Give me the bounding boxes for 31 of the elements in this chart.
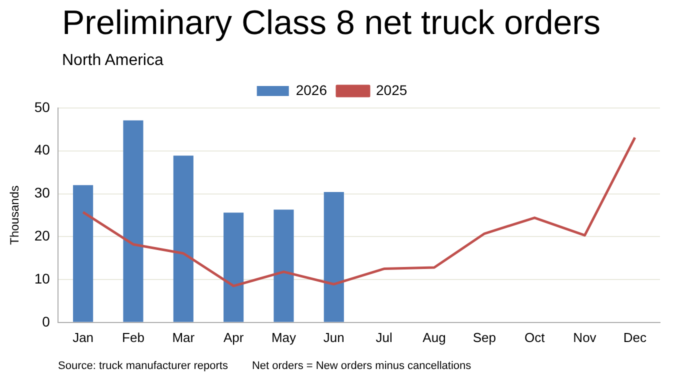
x-tick-label: Mar (172, 330, 196, 345)
x-tick-label: Feb (122, 330, 144, 345)
y-tick-label: 20 (34, 228, 50, 244)
x-tick-label: May (271, 330, 297, 345)
y-tick-label: 50 (34, 98, 50, 115)
legend-label: 2026 (296, 82, 328, 98)
x-tick-label: Oct (524, 330, 546, 345)
x-tick-label: Nov (573, 330, 597, 345)
x-tick-label: Jul (376, 330, 392, 345)
x-tick-label: Jun (323, 330, 344, 345)
bar (324, 192, 344, 322)
y-tick-label: 30 (34, 184, 50, 201)
bar (224, 212, 244, 322)
bar (274, 210, 294, 322)
x-tick-label: Sep (472, 330, 496, 345)
legend-label: 2025 (376, 82, 408, 98)
x-tick-label: Jan (72, 330, 94, 345)
y-tick-label: 40 (34, 142, 50, 158)
bar (73, 185, 94, 322)
bar (173, 156, 194, 322)
bar (123, 120, 144, 322)
text: Net orders = New orders minus cancellations (252, 360, 472, 372)
chart-subtitle: North America (62, 52, 164, 70)
chart-title: Preliminary Class 8 net truck orders (62, 4, 601, 43)
y-axis-title: Thousands (8, 186, 22, 245)
x-tick-label: Aug (422, 330, 446, 345)
y-tick-label: 10 (34, 270, 50, 286)
x-tick-label: Dec (623, 330, 647, 345)
x-tick-label: Apr (223, 330, 244, 345)
source-note: Source: truck manufacturer reports (58, 360, 228, 372)
y-tick-label: 0 (42, 313, 50, 330)
